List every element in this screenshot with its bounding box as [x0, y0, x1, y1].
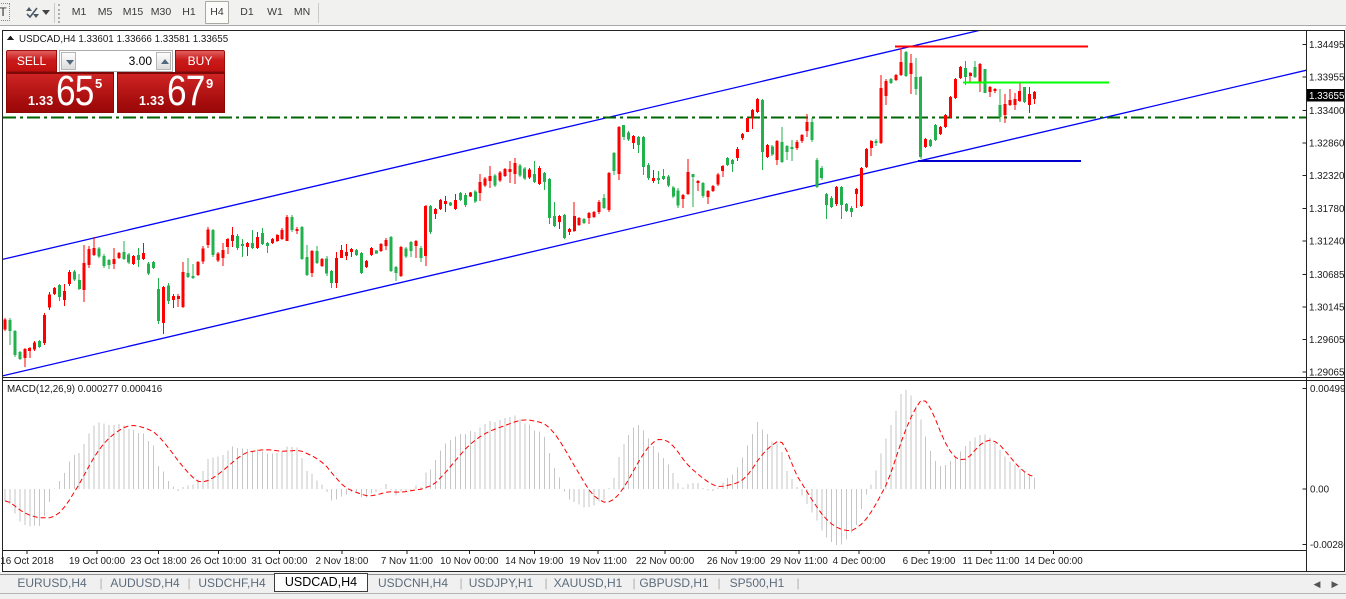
- svg-text:MACD(12,26,9) 0.000277 0.00041: MACD(12,26,9) 0.000277 0.000416: [7, 384, 163, 395]
- svg-text:1.30145: 1.30145: [1309, 303, 1345, 314]
- svg-text:19 Nov 11:00: 19 Nov 11:00: [569, 556, 627, 567]
- svg-text:11 Dec 11:00: 11 Dec 11:00: [963, 556, 1020, 567]
- svg-text:14 Nov 19:00: 14 Nov 19:00: [505, 556, 564, 567]
- svg-text:26 Nov 19:00: 26 Nov 19:00: [707, 556, 766, 567]
- svg-text:14 Dec 00:00: 14 Dec 00:00: [1024, 556, 1083, 567]
- svg-text:1.29605: 1.29605: [1309, 335, 1345, 346]
- svg-text:16 Oct 2018: 16 Oct 2018: [0, 556, 54, 567]
- svg-text:1.34495: 1.34495: [1309, 40, 1345, 51]
- svg-text:1.30685: 1.30685: [1309, 270, 1345, 281]
- svg-text:19 Oct 00:00: 19 Oct 00:00: [69, 556, 126, 567]
- svg-text:1.29065: 1.29065: [1309, 368, 1345, 379]
- svg-text:4 Dec 00:00: 4 Dec 00:00: [833, 556, 886, 567]
- svg-text:6 Dec 19:00: 6 Dec 19:00: [903, 556, 956, 567]
- svg-text:7 Nov 11:00: 7 Nov 11:00: [381, 556, 434, 567]
- svg-text:1.31780: 1.31780: [1309, 204, 1345, 215]
- svg-text:USDCAD,H4 1.33601 1.33666 1.3: USDCAD,H4 1.33601 1.33666 1.33581 1.3365…: [19, 34, 229, 45]
- svg-text:2 Nov 18:00: 2 Nov 18:00: [315, 556, 368, 567]
- svg-text:26 Oct 10:00: 26 Oct 10:00: [190, 556, 247, 567]
- svg-text:22 Nov 00:00: 22 Nov 00:00: [636, 556, 695, 567]
- svg-text:0.00: 0.00: [1310, 485, 1330, 496]
- svg-text:1.33655: 1.33655: [1309, 91, 1345, 102]
- svg-text:1.33955: 1.33955: [1309, 73, 1345, 84]
- svg-text:0.004999: 0.004999: [1310, 384, 1346, 395]
- svg-text:1.33400: 1.33400: [1309, 106, 1345, 117]
- svg-text:23 Oct 18:00: 23 Oct 18:00: [131, 556, 188, 567]
- svg-text:31 Oct 00:00: 31 Oct 00:00: [251, 556, 308, 567]
- svg-text:10 Nov 00:00: 10 Nov 00:00: [440, 556, 499, 567]
- svg-text:29 Nov 11:00: 29 Nov 11:00: [770, 556, 828, 567]
- svg-text:1.32860: 1.32860: [1309, 139, 1345, 150]
- svg-text:1.32320: 1.32320: [1309, 171, 1345, 182]
- svg-text:1.31240: 1.31240: [1309, 236, 1345, 247]
- svg-text:-0.00286: -0.00286: [1310, 540, 1346, 551]
